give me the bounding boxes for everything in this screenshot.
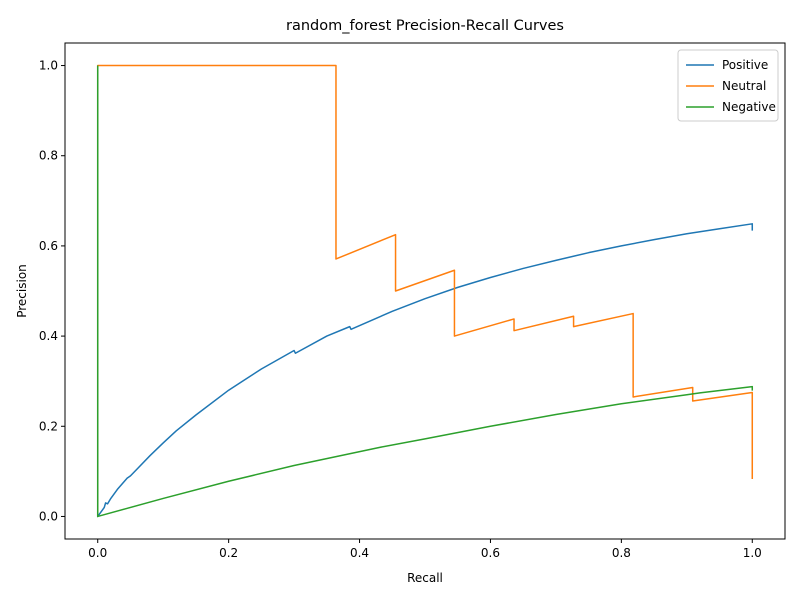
y-tick-label: 0.2	[39, 419, 58, 433]
legend-label: Neutral	[722, 79, 766, 93]
y-tick-label: 0.6	[39, 239, 58, 253]
y-tick-label: 0.8	[39, 149, 58, 163]
chart-title: random_forest Precision-Recall Curves	[286, 18, 564, 34]
x-tick-label: 0.6	[481, 546, 500, 560]
series-line-positive	[96, 65, 754, 518]
legend-label: Positive	[722, 58, 768, 72]
legend: Positive Neutral Negative	[677, 49, 779, 122]
plot-area	[96, 64, 754, 518]
x-axis: 0.0 0.2 0.4 0.6 0.8 1.0	[88, 539, 762, 560]
x-tick-label: 0.8	[612, 546, 631, 560]
series-line-neutral	[96, 64, 754, 517]
x-tick-label: 0.4	[350, 546, 369, 560]
legend-label: Negative	[722, 100, 776, 114]
y-tick-label: 0.4	[39, 329, 58, 343]
axes-frame	[64, 42, 786, 540]
series-line-negative	[96, 65, 754, 518]
x-tick-label: 0.2	[219, 546, 238, 560]
x-tick-label: 1.0	[743, 546, 762, 560]
x-tick-label: 0.0	[88, 546, 107, 560]
x-axis-label: Recall	[407, 571, 443, 585]
y-axis-label: Precision	[15, 264, 29, 318]
y-tick-label: 1.0	[39, 59, 58, 73]
y-tick-label: 0.0	[39, 509, 58, 523]
y-axis: 0.0 0.2 0.4 0.6 0.8 1.0	[39, 59, 65, 523]
legend-box	[677, 49, 779, 122]
